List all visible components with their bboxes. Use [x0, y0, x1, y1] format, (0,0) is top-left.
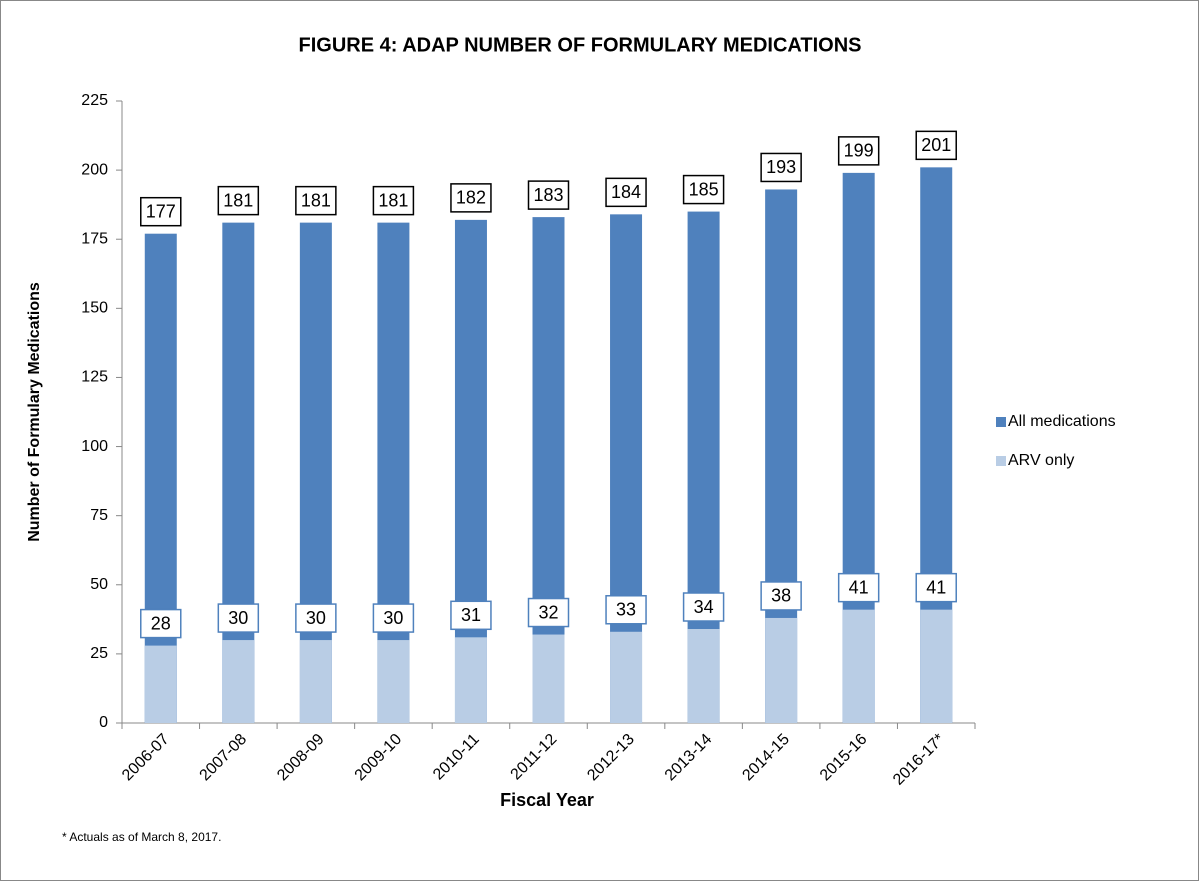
legend-swatch — [996, 417, 1006, 427]
x-axis-title: Fiscal Year — [500, 790, 594, 810]
bar — [377, 222, 410, 723]
y-tick-label: 150 — [81, 300, 108, 317]
y-tick-label: 75 — [90, 507, 108, 524]
legend-swatch — [996, 456, 1006, 466]
bar — [377, 640, 410, 723]
y-axis-title: Number of Formulary Medications — [26, 282, 43, 542]
y-tick-label: 225 — [81, 92, 108, 109]
data-label: 31 — [461, 605, 481, 625]
bar — [144, 233, 177, 723]
data-label: 182 — [456, 188, 486, 208]
data-label-box — [837, 136, 880, 166]
data-label: 193 — [766, 157, 796, 177]
legend-label: All medications — [1008, 413, 1116, 430]
data-label-box — [217, 185, 260, 216]
data-label: 185 — [689, 179, 719, 199]
data-label-box — [605, 595, 647, 625]
chart-title: FIGURE 4: ADAP NUMBER OF FORMULARY MEDIC… — [299, 34, 862, 56]
bar — [299, 640, 332, 723]
data-label-box — [682, 592, 725, 622]
data-label-box — [915, 130, 957, 161]
bar — [299, 222, 332, 723]
data-label: 177 — [146, 201, 176, 221]
bar — [920, 609, 953, 723]
footnote: * Actuals as of March 8, 2017. — [62, 830, 221, 844]
y-tick-label: 50 — [90, 576, 108, 593]
data-label: 30 — [383, 608, 403, 628]
data-label: 38 — [771, 586, 791, 606]
bar — [454, 637, 487, 723]
y-tick-label: 200 — [81, 161, 108, 178]
data-label-box — [140, 196, 182, 227]
bar — [532, 634, 565, 723]
data-label-box — [760, 581, 802, 611]
bar — [765, 617, 798, 723]
y-tick-label: 0 — [99, 714, 108, 731]
data-label: 32 — [538, 602, 558, 622]
y-tick-label: 25 — [90, 645, 108, 662]
data-label: 181 — [378, 190, 408, 210]
data-label: 34 — [694, 597, 714, 617]
data-label: 30 — [228, 608, 248, 628]
data-label-box — [372, 603, 415, 633]
data-label-box — [760, 152, 802, 183]
bar — [687, 629, 720, 723]
y-tick-label: 175 — [81, 230, 108, 247]
data-label: 201 — [921, 135, 951, 155]
bar — [222, 222, 255, 723]
data-label: 41 — [926, 577, 946, 597]
data-label-box — [295, 185, 337, 216]
data-label: 181 — [301, 190, 331, 210]
data-label-box — [605, 177, 647, 208]
data-label: 41 — [849, 577, 869, 597]
bar — [144, 645, 177, 723]
data-label: 28 — [151, 613, 171, 633]
bar — [842, 609, 875, 723]
data-label-box — [450, 183, 492, 213]
data-label-box — [450, 600, 492, 631]
data-label: 33 — [616, 600, 636, 620]
bar — [222, 640, 255, 723]
data-label: 184 — [611, 182, 641, 202]
data-label-box — [140, 608, 182, 639]
data-label: 30 — [306, 608, 326, 628]
data-label: 181 — [223, 190, 253, 210]
data-label-box — [837, 572, 880, 603]
data-label-box — [682, 174, 725, 205]
legend-label: ARV only — [1008, 452, 1074, 469]
data-label-box — [527, 597, 570, 628]
y-tick-label: 100 — [81, 438, 108, 455]
data-label-box — [217, 603, 260, 633]
data-label-box — [372, 185, 415, 216]
data-label-box — [295, 603, 337, 633]
data-label: 183 — [533, 185, 563, 205]
data-label-box — [527, 180, 570, 210]
y-tick-label: 125 — [81, 369, 108, 386]
bar — [610, 631, 643, 723]
data-label-box — [915, 572, 957, 603]
data-label: 199 — [844, 141, 874, 161]
